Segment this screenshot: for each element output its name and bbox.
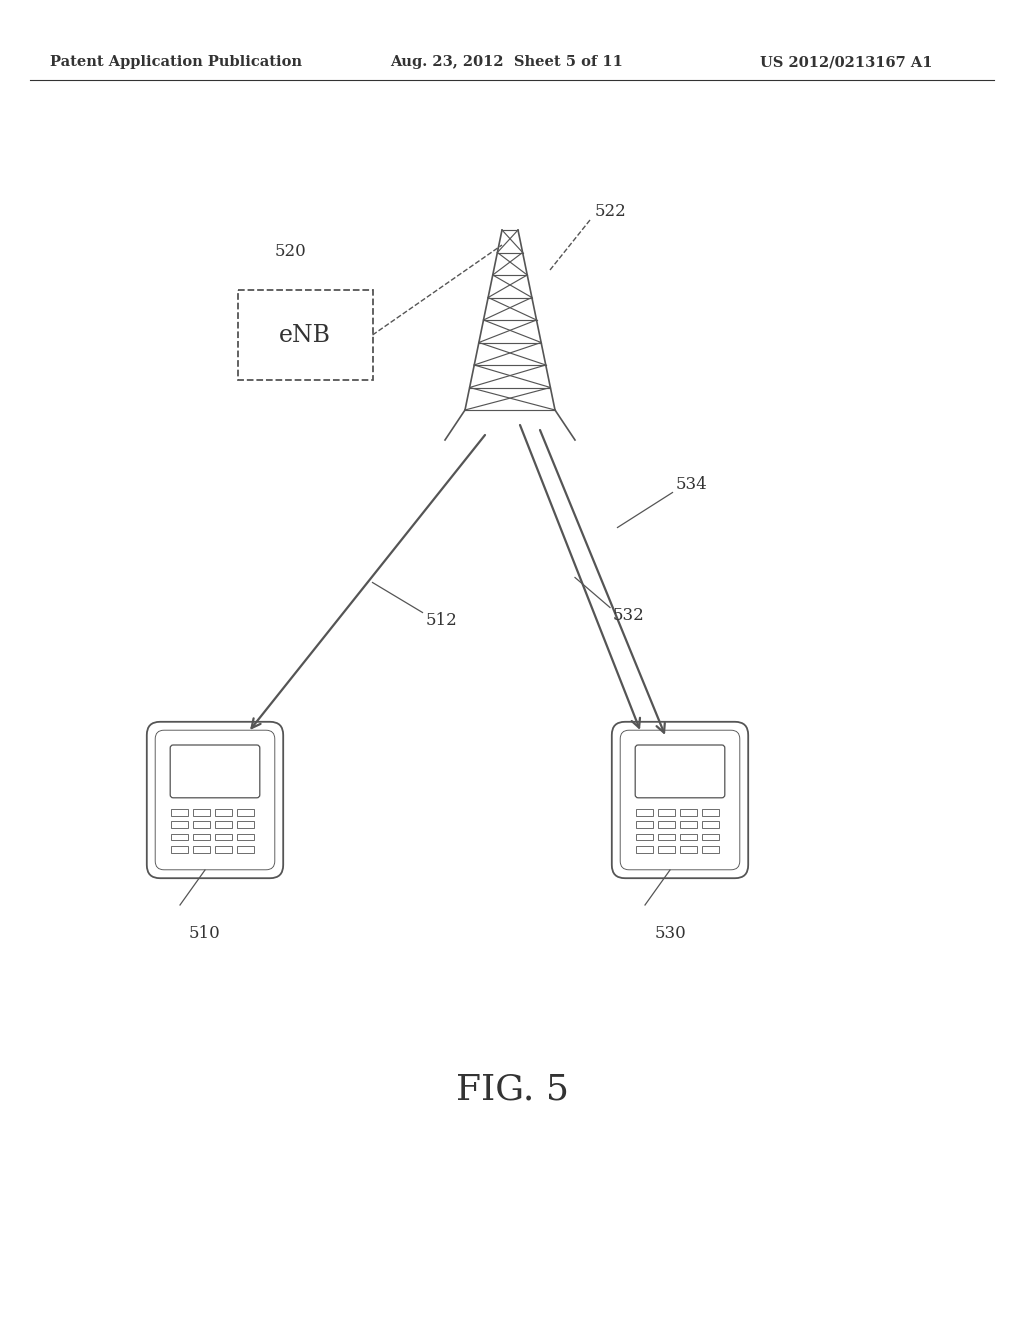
Bar <box>171 846 187 853</box>
Bar <box>702 809 719 816</box>
Text: Aug. 23, 2012  Sheet 5 of 11: Aug. 23, 2012 Sheet 5 of 11 <box>390 55 623 69</box>
Bar <box>215 834 231 841</box>
Bar <box>215 809 231 816</box>
Text: 512: 512 <box>426 612 458 630</box>
Bar <box>636 834 652 841</box>
Bar <box>680 846 696 853</box>
Bar <box>680 809 696 816</box>
Bar <box>680 821 696 828</box>
Bar <box>171 834 187 841</box>
Text: 510: 510 <box>189 925 221 942</box>
Text: 532: 532 <box>613 607 645 624</box>
Bar <box>237 809 254 816</box>
Text: Patent Application Publication: Patent Application Publication <box>50 55 302 69</box>
Bar <box>193 809 210 816</box>
Bar <box>215 846 231 853</box>
Bar <box>658 834 675 841</box>
Bar <box>636 846 652 853</box>
Bar <box>215 821 231 828</box>
Bar <box>193 821 210 828</box>
Text: 534: 534 <box>676 477 708 492</box>
Text: 530: 530 <box>654 925 686 942</box>
Bar <box>171 809 187 816</box>
Bar <box>702 834 719 841</box>
Bar <box>193 834 210 841</box>
Bar <box>702 821 719 828</box>
Bar <box>237 821 254 828</box>
Text: eNB: eNB <box>279 323 331 346</box>
Bar <box>171 821 187 828</box>
Bar <box>237 846 254 853</box>
Bar <box>702 846 719 853</box>
Bar <box>193 846 210 853</box>
Bar <box>237 834 254 841</box>
Bar <box>636 821 652 828</box>
Text: 520: 520 <box>275 243 307 260</box>
Bar <box>658 846 675 853</box>
Bar <box>636 809 652 816</box>
Text: FIG. 5: FIG. 5 <box>456 1073 568 1107</box>
Bar <box>658 821 675 828</box>
Bar <box>680 834 696 841</box>
Text: US 2012/0213167 A1: US 2012/0213167 A1 <box>760 55 933 69</box>
Text: 522: 522 <box>595 203 627 220</box>
Bar <box>658 809 675 816</box>
